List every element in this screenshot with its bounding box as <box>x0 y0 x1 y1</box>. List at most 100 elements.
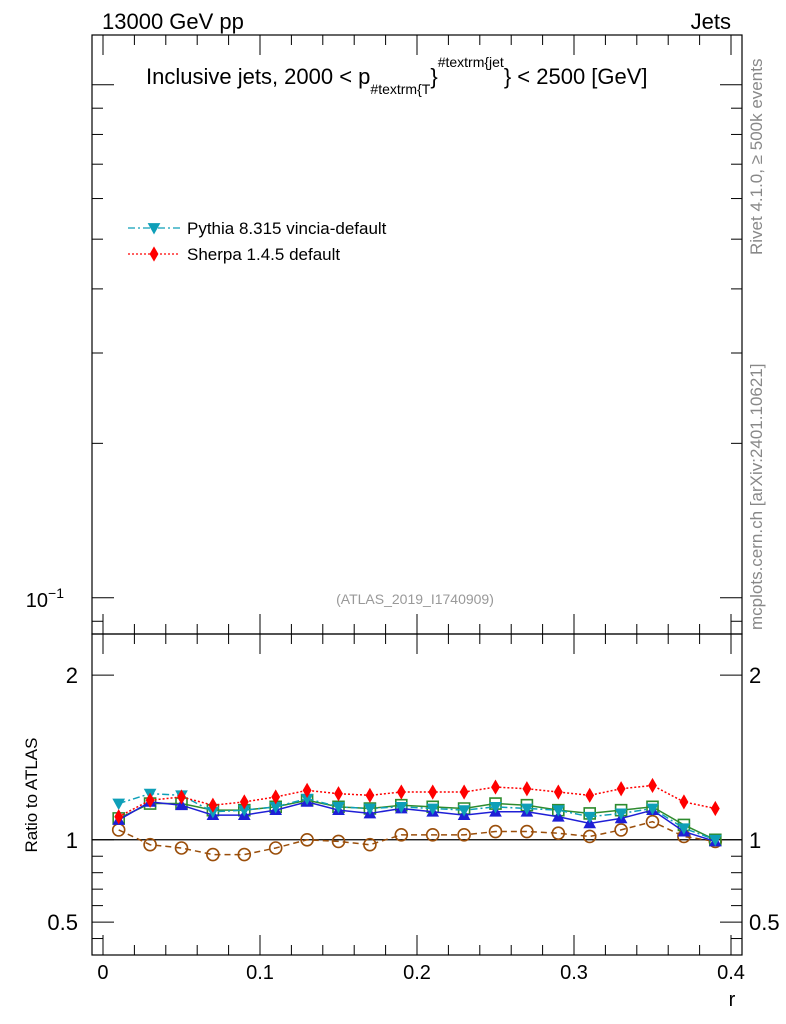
data-point <box>268 841 283 855</box>
upper-frame <box>91 34 743 635</box>
data-point <box>206 847 220 862</box>
data-point <box>616 781 626 797</box>
data-point <box>111 823 126 837</box>
lower-plot-frame <box>91 633 743 956</box>
data-point <box>396 784 406 800</box>
data-point <box>237 847 252 862</box>
side-text-bottom: mcplots.cern.ch [arXiv:2401.10621] <box>747 364 766 630</box>
data-point <box>551 805 565 817</box>
series-green-squares <box>112 793 722 847</box>
data-point <box>522 781 532 797</box>
title-pre: Inclusive jets, 2000 < p <box>146 64 370 89</box>
data-point <box>646 803 659 816</box>
data-point <box>208 797 218 813</box>
data-point <box>457 805 471 817</box>
data-point <box>331 834 346 849</box>
data-point <box>583 807 597 820</box>
data-point <box>457 828 471 842</box>
lower-ylabel: Ratio to ATLAS <box>22 738 41 853</box>
title-sup: #textrm{jet <box>438 54 504 70</box>
data-point <box>551 826 566 840</box>
data-point <box>143 837 157 852</box>
title-post: } < 2500 [GeV] <box>504 64 648 89</box>
series-sherpa-1-4-5-default <box>114 777 720 825</box>
data-point <box>552 803 565 817</box>
lower-xtick-label: 0.1 <box>246 962 274 984</box>
lower-ytick-label: 1 <box>66 828 78 853</box>
series-line <box>118 784 716 818</box>
series-line <box>118 801 716 843</box>
lower-ytick-label-right: 2 <box>749 663 761 688</box>
data-point <box>334 786 343 802</box>
data-point <box>428 784 438 800</box>
data-point <box>425 828 440 842</box>
data-point <box>582 829 597 844</box>
data-point <box>679 794 689 810</box>
lower-ytick-label-right: 1 <box>749 828 761 853</box>
lower-ytick-label: 0.5 <box>47 910 78 935</box>
data-point <box>614 803 628 817</box>
data-point <box>614 808 628 820</box>
lower-xlabel: r <box>729 989 736 1011</box>
data-point <box>710 800 720 817</box>
data-point <box>708 834 722 847</box>
data-point <box>365 787 375 803</box>
data-point <box>614 823 628 837</box>
legend-label-pythia: Pythia 8.315 vincia-default <box>187 219 387 238</box>
data-point <box>177 789 186 805</box>
data-point <box>491 779 500 795</box>
legend: Pythia 8.315 vincia-default Sherpa 1.4.5… <box>128 219 387 264</box>
title-close: } <box>430 64 437 89</box>
lower-frame: 0.5 0.5 1 1 2 2 0 0.1 0.2 0.3 0.4 <box>47 633 780 984</box>
data-point <box>677 823 691 835</box>
data-point <box>585 787 595 803</box>
data-point <box>302 782 312 798</box>
data-point <box>271 789 281 805</box>
data-point <box>459 784 469 800</box>
data-point <box>489 801 502 814</box>
header-left: 13000 GeV pp <box>102 9 244 34</box>
data-point <box>489 797 502 810</box>
ratio-series <box>111 777 723 862</box>
series-line <box>118 792 716 841</box>
data-point <box>553 784 563 800</box>
upper-plot-frame <box>91 34 743 635</box>
upper-ytick-base: 10 <box>26 590 48 612</box>
data-point <box>332 801 345 814</box>
data-point <box>175 798 188 811</box>
side-text-top: Rivet 4.1.0, ≥ 500k events <box>747 59 766 255</box>
data-point <box>145 792 155 808</box>
lower-ytick-label-right: 0.5 <box>749 910 780 935</box>
data-point <box>114 809 124 825</box>
watermark: (ATLAS_2019_I1740909) <box>336 591 494 607</box>
data-point <box>426 803 440 816</box>
title-sub: #textrm{T <box>370 81 430 97</box>
legend-marker-pythia <box>147 223 161 235</box>
lower-xtick-label: 0.2 <box>403 962 431 984</box>
data-point <box>488 824 503 839</box>
data-point <box>583 811 597 824</box>
legend-entry-sherpa: Sherpa 1.4.5 default <box>128 245 340 264</box>
data-point <box>394 828 409 842</box>
series-pythia-8-315-vincia-default <box>112 788 722 847</box>
data-point <box>645 814 660 829</box>
data-point <box>300 832 314 847</box>
lower-xtick-label: 0.4 <box>717 962 745 984</box>
lower-xtick-label: 0.3 <box>560 962 588 984</box>
plot-title: Inclusive jets, 2000 < p#textrm{T}#textr… <box>146 54 648 97</box>
series-brown-circles <box>111 814 723 862</box>
data-point <box>363 837 377 852</box>
legend-marker-sherpa <box>149 246 159 262</box>
data-point <box>239 794 249 810</box>
legend-entry-pythia: Pythia 8.315 vincia-default <box>128 219 387 238</box>
data-point <box>363 802 377 815</box>
data-point <box>174 841 189 855</box>
data-point <box>112 798 126 811</box>
lower-ytick-label: 2 <box>66 663 78 688</box>
legend-label-sherpa: Sherpa 1.4.5 default <box>187 245 340 264</box>
series-blue-triangles <box>112 795 722 847</box>
data-point <box>648 777 657 794</box>
lower-xtick-label: 0 <box>97 962 108 984</box>
data-point <box>520 803 534 816</box>
